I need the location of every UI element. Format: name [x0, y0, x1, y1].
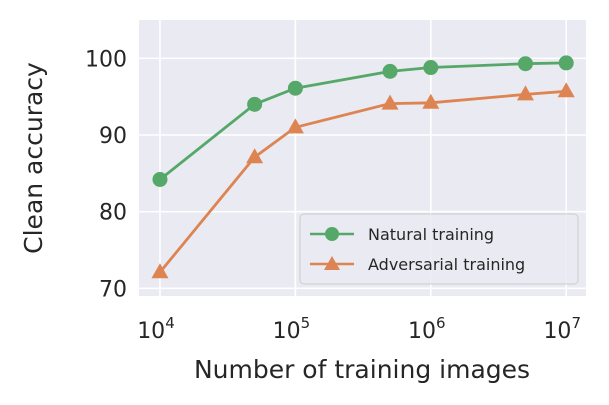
y-tick-label: 100 [85, 47, 127, 72]
data-point-natural [517, 56, 533, 72]
x-tick-label: 107 [543, 314, 581, 344]
series-layer [151, 55, 575, 279]
y-tick-label: 80 [99, 201, 127, 226]
legend-marker-adversarial [324, 256, 340, 270]
x-tick-label: 105 [273, 314, 311, 344]
legend-marker-natural [325, 227, 339, 241]
x-axis-label: Number of training images [194, 355, 530, 384]
x-tick-label: 106 [408, 314, 446, 344]
data-point-natural [423, 60, 439, 76]
data-point-adversarial [557, 82, 575, 98]
legend-label-natural: Natural training [368, 225, 494, 244]
y-axis-label: Clean accuracy [19, 62, 48, 254]
legend: Natural training Adversarial training [299, 213, 579, 285]
legend-label-adversarial: Adversarial training [368, 255, 525, 274]
tick-labels: 70 80 90 100 104 105 106 107 [85, 47, 581, 344]
data-point-adversarial [151, 263, 169, 279]
y-tick-label: 90 [99, 124, 127, 149]
data-point-natural [558, 55, 574, 71]
data-point-natural [247, 96, 263, 112]
y-tick-label: 70 [99, 277, 127, 302]
data-point-adversarial [422, 93, 440, 109]
data-point-adversarial [246, 148, 264, 164]
data-point-natural [287, 80, 303, 96]
data-point-natural [152, 171, 168, 187]
x-tick-label: 104 [137, 314, 175, 344]
legend-box [299, 213, 579, 285]
data-point-adversarial [516, 85, 534, 101]
data-point-adversarial [286, 118, 304, 134]
data-point-adversarial [381, 94, 399, 110]
data-point-natural [382, 63, 398, 79]
